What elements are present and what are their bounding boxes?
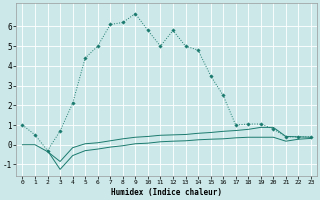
X-axis label: Humidex (Indice chaleur): Humidex (Indice chaleur) [111, 188, 222, 197]
